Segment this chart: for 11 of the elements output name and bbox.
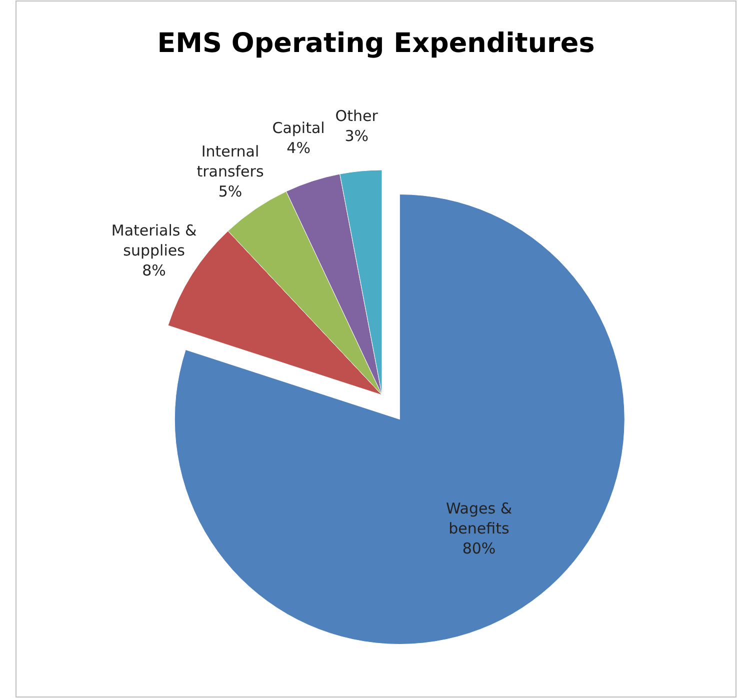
data-label: 8% (142, 261, 166, 280)
chart-title: EMS Operating Expenditures (157, 28, 595, 59)
data-label: 5% (218, 182, 242, 201)
data-label: 3% (344, 127, 368, 146)
slice-label: Wages & benefits (446, 499, 512, 538)
slice-label: Materials & supplies (111, 221, 197, 260)
slice-label: Internal transfers (196, 142, 264, 181)
data-label: 80% (462, 539, 496, 558)
slice-label: Other (335, 107, 379, 126)
slice-label: Capital (272, 119, 325, 138)
data-label: 4% (286, 139, 310, 158)
